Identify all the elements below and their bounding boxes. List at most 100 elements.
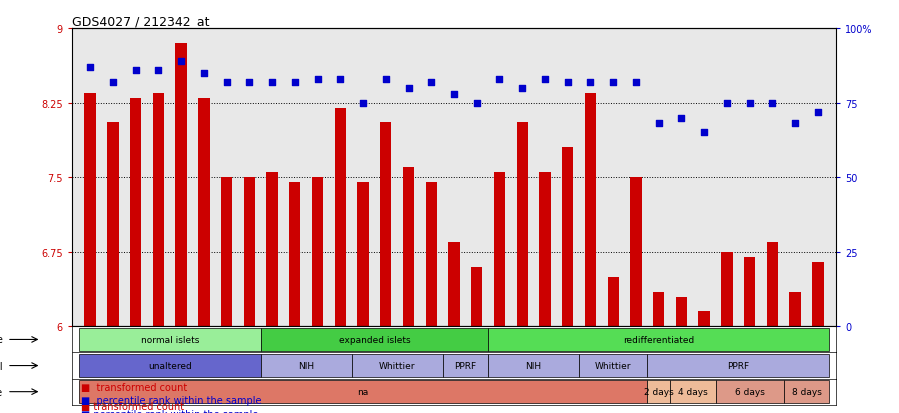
Bar — [494, 173, 505, 327]
Text: NIH: NIH — [526, 361, 542, 370]
Text: normal islets: normal islets — [140, 335, 199, 344]
Bar — [584, 93, 596, 327]
FancyBboxPatch shape — [79, 328, 261, 351]
Point — [197, 70, 211, 77]
Bar — [357, 183, 369, 327]
Point — [334, 76, 348, 83]
Bar — [107, 123, 119, 327]
FancyBboxPatch shape — [647, 380, 670, 404]
Text: 8 days: 8 days — [791, 387, 822, 396]
Point — [401, 85, 415, 92]
Point — [560, 79, 574, 86]
Bar — [744, 257, 755, 327]
Point — [765, 100, 779, 107]
Text: ■  percentile rank within the sample: ■ percentile rank within the sample — [81, 395, 262, 405]
FancyBboxPatch shape — [79, 380, 647, 404]
Point — [743, 100, 757, 107]
Text: GDS4027 / 212342_at: GDS4027 / 212342_at — [72, 15, 209, 28]
Point — [356, 100, 370, 107]
Text: expanded islets: expanded islets — [339, 335, 410, 344]
Bar — [812, 262, 823, 327]
Point — [151, 67, 165, 74]
FancyBboxPatch shape — [579, 354, 647, 377]
Point — [583, 79, 598, 86]
FancyBboxPatch shape — [784, 380, 829, 404]
FancyBboxPatch shape — [352, 354, 442, 377]
Bar — [153, 93, 164, 327]
Bar — [175, 44, 187, 327]
FancyBboxPatch shape — [442, 354, 488, 377]
Bar — [425, 183, 437, 327]
Text: 6 days: 6 days — [734, 387, 764, 396]
Point — [265, 79, 280, 86]
Point — [174, 58, 188, 65]
Text: time: time — [0, 387, 3, 397]
Bar — [221, 178, 232, 327]
Text: ■ transformed count: ■ transformed count — [81, 401, 184, 411]
Bar — [471, 267, 483, 327]
Point — [515, 85, 530, 92]
Bar — [85, 93, 96, 327]
Text: unaltered: unaltered — [147, 361, 191, 370]
Bar — [653, 292, 664, 327]
Text: redifferentiated: redifferentiated — [623, 335, 694, 344]
FancyBboxPatch shape — [488, 328, 829, 351]
Point — [493, 76, 507, 83]
Point — [83, 64, 97, 71]
Point — [606, 79, 620, 86]
Point — [310, 76, 325, 83]
Text: Whittier: Whittier — [595, 361, 631, 370]
Bar — [699, 312, 710, 327]
FancyBboxPatch shape — [716, 380, 784, 404]
Point — [538, 76, 552, 83]
Bar — [130, 98, 141, 327]
Bar — [380, 123, 391, 327]
Text: cell type: cell type — [0, 335, 3, 344]
Bar — [562, 148, 574, 327]
Point — [628, 79, 643, 86]
Point — [469, 100, 484, 107]
Point — [697, 130, 711, 136]
Point — [219, 79, 234, 86]
Point — [242, 79, 256, 86]
Point — [129, 67, 143, 74]
Point — [652, 121, 666, 128]
Bar — [289, 183, 300, 327]
Bar — [449, 242, 459, 327]
FancyBboxPatch shape — [670, 380, 716, 404]
Text: ■ percentile rank within the sample: ■ percentile rank within the sample — [81, 409, 258, 413]
Text: ■  transformed count: ■ transformed count — [81, 382, 187, 392]
Bar — [403, 168, 414, 327]
Bar — [266, 173, 278, 327]
Bar — [334, 108, 346, 327]
Text: na: na — [358, 387, 369, 396]
Point — [106, 79, 120, 86]
Point — [811, 109, 825, 116]
Bar — [517, 123, 528, 327]
Text: Whittier: Whittier — [378, 361, 415, 370]
Point — [424, 79, 439, 86]
Point — [788, 121, 802, 128]
Point — [378, 76, 393, 83]
FancyBboxPatch shape — [261, 354, 352, 377]
Bar — [721, 252, 733, 327]
Text: PPRF: PPRF — [454, 361, 476, 370]
Point — [447, 91, 461, 98]
Bar — [539, 173, 551, 327]
FancyBboxPatch shape — [488, 354, 579, 377]
Text: protocol: protocol — [0, 361, 3, 370]
Text: 2 days: 2 days — [644, 387, 673, 396]
Bar — [312, 178, 324, 327]
Bar — [608, 277, 619, 327]
Bar — [198, 98, 209, 327]
Bar — [630, 178, 642, 327]
FancyBboxPatch shape — [79, 354, 261, 377]
Bar — [676, 297, 687, 327]
Bar — [244, 178, 255, 327]
FancyBboxPatch shape — [647, 354, 829, 377]
Text: 4 days: 4 days — [678, 387, 708, 396]
FancyBboxPatch shape — [261, 328, 488, 351]
Point — [674, 115, 689, 121]
Text: PPRF: PPRF — [727, 361, 750, 370]
Bar — [767, 242, 778, 327]
